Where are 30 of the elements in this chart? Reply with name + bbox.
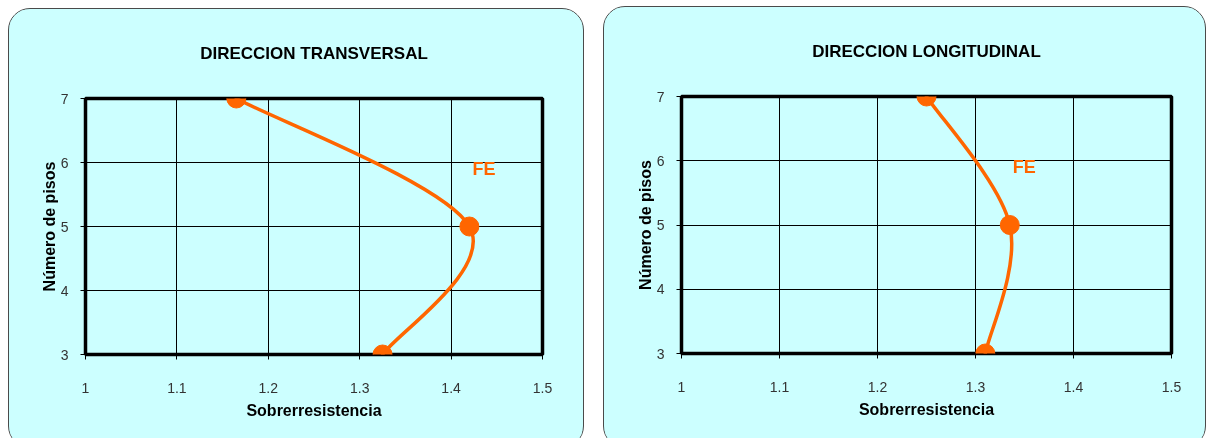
x-tick-label: 1.3 <box>349 379 370 396</box>
series-label: FE <box>1012 157 1036 177</box>
x-tick-label: 1.5 <box>1161 378 1182 395</box>
x-tick-label: 1.4 <box>441 379 462 396</box>
chart-title: DIRECCION LONGITUDINAL <box>812 41 1041 61</box>
y-tick-label: 7 <box>60 90 69 107</box>
x-tick-label: 1.5 <box>532 379 553 396</box>
x-axis-title: Sobrerresistencia <box>858 400 995 418</box>
x-axis-title: Sobrerresistencia <box>246 401 382 419</box>
x-tick-label: 1.2 <box>867 378 888 395</box>
x-tick-label: 1.1 <box>167 379 187 396</box>
x-tick-label: 1.3 <box>965 378 986 395</box>
y-axis-title: Número de pisos <box>636 160 654 290</box>
y-tick-label: 6 <box>60 154 69 171</box>
y-tick-label: 3 <box>656 345 665 362</box>
x-tick-label: 1 <box>677 378 686 395</box>
y-tick-label: 5 <box>60 218 69 235</box>
y-axis-title: Número de pisos <box>40 161 58 292</box>
y-tick-label: 4 <box>60 282 69 299</box>
x-tick-label: 1.1 <box>769 378 790 395</box>
text: FE <box>472 158 496 179</box>
y-tick-label: 4 <box>656 281 665 298</box>
y-tick-label: 6 <box>656 152 665 169</box>
y-tick-label: 7 <box>656 88 665 105</box>
y-tick-label: 5 <box>656 217 665 233</box>
chart-title: DIRECCION TRANSVERSAL <box>200 43 428 63</box>
x-tick-label: 1.4 <box>1063 378 1084 395</box>
x-tick-label: 1.2 <box>258 379 279 396</box>
y-tick-label: 3 <box>60 346 69 363</box>
x-tick-label: 1 <box>81 379 90 396</box>
